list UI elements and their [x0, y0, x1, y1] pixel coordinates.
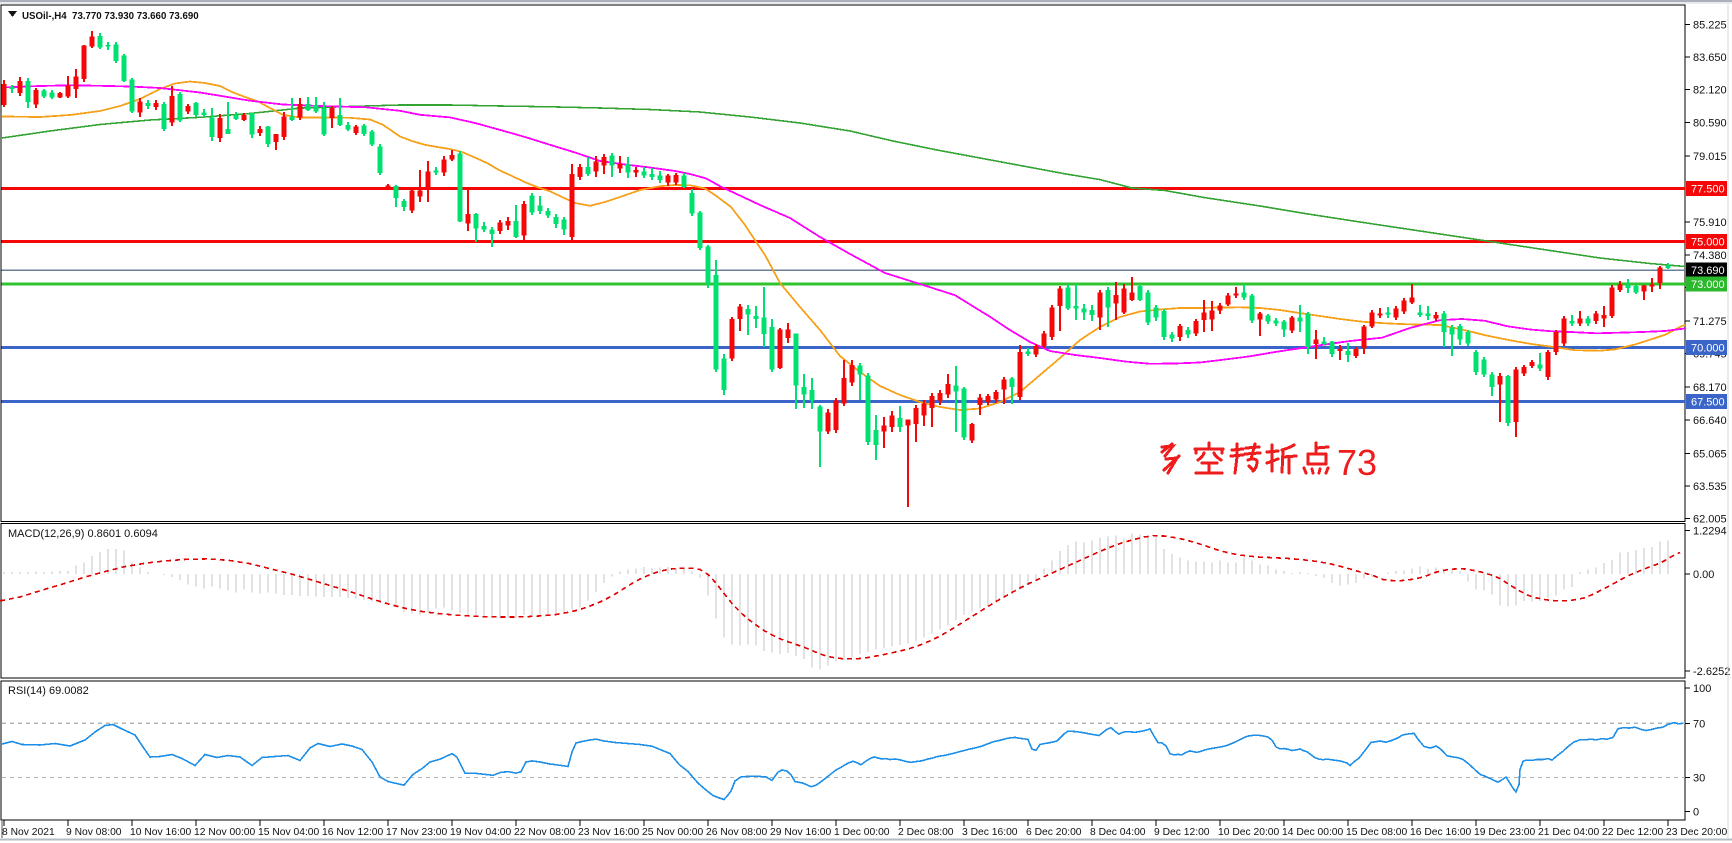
svg-text:16 Nov 12:00: 16 Nov 12:00	[322, 827, 384, 838]
svg-text:RSI(14) 69.0082: RSI(14) 69.0082	[8, 685, 89, 697]
svg-text:73: 73	[1337, 442, 1377, 483]
svg-text:75.910: 75.910	[1693, 217, 1727, 229]
svg-text:30: 30	[1693, 772, 1705, 784]
svg-text:12 Nov 00:00: 12 Nov 00:00	[194, 827, 256, 838]
svg-text:9 Nov 08:00: 9 Nov 08:00	[66, 827, 122, 838]
svg-text:67.500: 67.500	[1691, 396, 1725, 408]
svg-text:73.000: 73.000	[1691, 279, 1725, 291]
svg-text:3 Dec 16:00: 3 Dec 16:00	[962, 827, 1018, 838]
svg-text:23 Nov 16:00: 23 Nov 16:00	[578, 827, 640, 838]
svg-text:70: 70	[1693, 718, 1705, 730]
svg-text:1 Dec 00:00: 1 Dec 00:00	[834, 827, 890, 838]
svg-text:73.690: 73.690	[1691, 265, 1725, 277]
svg-text:23 Dec 20:00: 23 Dec 20:00	[1666, 827, 1728, 838]
svg-text:29 Nov 16:00: 29 Nov 16:00	[770, 827, 832, 838]
svg-text:16 Dec 16:00: 16 Dec 16:00	[1410, 827, 1472, 838]
svg-text:10 Nov 16:00: 10 Nov 16:00	[130, 827, 192, 838]
svg-text:0.00: 0.00	[1693, 569, 1714, 581]
svg-text:15 Dec 08:00: 15 Dec 08:00	[1346, 827, 1408, 838]
svg-text:85.225: 85.225	[1693, 20, 1727, 32]
svg-text:21 Dec 04:00: 21 Dec 04:00	[1538, 827, 1600, 838]
svg-text:68.170: 68.170	[1693, 382, 1727, 394]
svg-text:0: 0	[1693, 807, 1699, 819]
svg-text:74.380: 74.380	[1693, 250, 1727, 262]
svg-text:8 Dec 04:00: 8 Dec 04:00	[1090, 827, 1146, 838]
svg-text:USOil-,H4 73.770 73.930 73.66: USOil-,H4 73.770 73.930 73.660 73.690	[22, 11, 199, 22]
svg-text:63.535: 63.535	[1693, 481, 1727, 493]
svg-text:25 Nov 00:00: 25 Nov 00:00	[642, 827, 704, 838]
svg-text:82.120: 82.120	[1693, 85, 1727, 97]
svg-text:62.005: 62.005	[1693, 514, 1727, 526]
svg-text:83.650: 83.650	[1693, 52, 1727, 64]
svg-text:-2.6252: -2.6252	[1693, 666, 1730, 678]
svg-text:14 Dec 00:00: 14 Dec 00:00	[1282, 827, 1344, 838]
svg-text:80.590: 80.590	[1693, 117, 1727, 129]
svg-text:77.500: 77.500	[1691, 183, 1725, 195]
svg-text:9 Dec 12:00: 9 Dec 12:00	[1154, 827, 1210, 838]
svg-text:26 Nov 08:00: 26 Nov 08:00	[706, 827, 768, 838]
svg-text:MACD(12,26,9) 0.8601 0.6094: MACD(12,26,9) 0.8601 0.6094	[8, 528, 158, 540]
svg-text:19 Nov 04:00: 19 Nov 04:00	[450, 827, 512, 838]
svg-text:22 Dec 12:00: 22 Dec 12:00	[1602, 827, 1664, 838]
svg-text:6 Dec 20:00: 6 Dec 20:00	[1026, 827, 1082, 838]
svg-text:19 Dec 23:00: 19 Dec 23:00	[1474, 827, 1536, 838]
svg-text:10 Dec 20:00: 10 Dec 20:00	[1218, 827, 1280, 838]
svg-text:22 Nov 08:00: 22 Nov 08:00	[514, 827, 576, 838]
svg-text:65.065: 65.065	[1693, 449, 1727, 461]
svg-text:75.000: 75.000	[1691, 237, 1725, 249]
svg-text:66.640: 66.640	[1693, 415, 1727, 427]
svg-text:17 Nov 23:00: 17 Nov 23:00	[386, 827, 448, 838]
svg-text:15 Nov 04:00: 15 Nov 04:00	[258, 827, 320, 838]
svg-text:2 Dec 08:00: 2 Dec 08:00	[898, 827, 954, 838]
svg-text:70.000: 70.000	[1691, 343, 1725, 355]
svg-text:8 Nov 2021: 8 Nov 2021	[2, 827, 55, 838]
svg-text:79.015: 79.015	[1693, 151, 1727, 163]
svg-text:100: 100	[1693, 683, 1711, 695]
svg-text:71.275: 71.275	[1693, 316, 1727, 328]
svg-text:1.2294: 1.2294	[1693, 526, 1727, 538]
